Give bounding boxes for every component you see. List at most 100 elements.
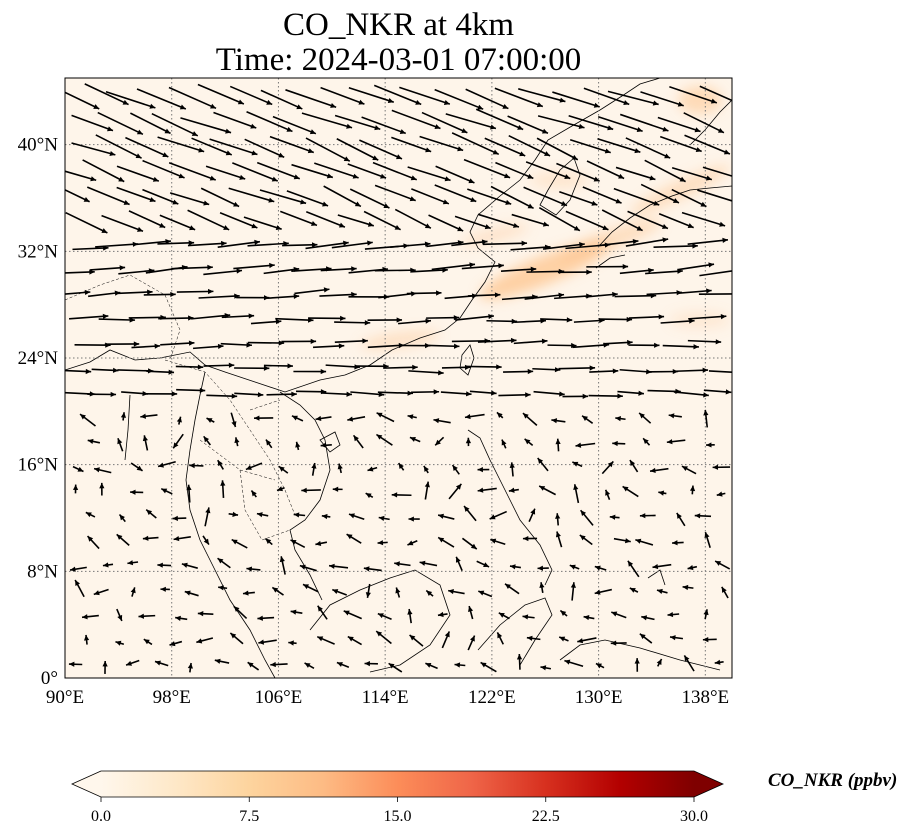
colorbar-tick-label: 0.0 — [91, 808, 111, 825]
wind-vector — [118, 513, 126, 523]
wind-vector — [683, 112, 725, 134]
wind-vector — [469, 390, 497, 396]
wind-vector — [445, 113, 497, 130]
wind-vector — [305, 137, 351, 162]
lon-tick-label: 106°E — [255, 687, 303, 708]
wind-vector — [276, 486, 285, 492]
wind-vector — [498, 612, 510, 620]
wind-vector — [160, 586, 170, 592]
wind-vector — [528, 508, 536, 523]
wind-vector — [625, 237, 669, 247]
wind-vector — [367, 317, 403, 323]
wind-vector — [130, 112, 171, 135]
wind-vector — [331, 240, 373, 249]
wind-vector — [187, 662, 193, 673]
map-title: CO_NKR at 4km — [283, 7, 514, 43]
wind-vector — [542, 242, 585, 250]
wind-vector — [490, 538, 506, 545]
wind-vector — [475, 108, 524, 131]
wind-vector — [95, 134, 142, 159]
wind-vector — [115, 640, 125, 646]
wind-vector — [601, 460, 614, 475]
wind-vector — [191, 137, 233, 156]
wind-vector — [619, 368, 652, 375]
wind-vector — [291, 163, 334, 179]
wind-vector — [406, 290, 442, 296]
wind-vector — [116, 165, 160, 182]
wind-vector — [524, 292, 565, 300]
wind-vector — [213, 111, 257, 129]
wind-vector — [256, 161, 301, 180]
wind-vector — [173, 536, 191, 542]
lat-tick-label: 40°N — [18, 135, 59, 156]
lon-tick-label: 98°E — [153, 687, 191, 708]
lat-tick-label: 0° — [41, 668, 58, 689]
wind-vector — [523, 186, 568, 207]
wind-vector — [703, 609, 709, 620]
wind-vector — [256, 512, 269, 518]
wind-vector — [323, 185, 362, 208]
wind-vector — [495, 161, 534, 180]
wind-vector — [437, 536, 455, 548]
wind-vector — [463, 158, 511, 179]
wind-vector — [610, 640, 627, 646]
wind-vector — [411, 389, 440, 395]
colorbar-label: CO_NKR (ppbv) — [768, 770, 898, 791]
wind-vector — [244, 138, 285, 158]
wind-vector — [522, 412, 538, 426]
wind-vector — [712, 464, 731, 470]
wind-vector — [319, 291, 357, 298]
wind-vector — [565, 210, 609, 231]
wind-vector — [603, 339, 633, 346]
colorbar-tick-label: 15.0 — [384, 808, 412, 825]
wind-vector — [293, 368, 327, 375]
wind-vector — [575, 442, 596, 448]
wind-vector — [378, 515, 390, 521]
wind-vector — [290, 609, 303, 615]
wind-vector — [198, 293, 240, 299]
wind-vector — [556, 162, 600, 182]
wind-vector — [142, 188, 179, 205]
wind-vector — [581, 415, 594, 424]
lon-tick-label: 122°E — [468, 687, 516, 708]
wind-vector — [435, 165, 475, 184]
wind-vector — [232, 162, 279, 182]
wind-vector — [250, 319, 282, 325]
wind-vector — [697, 189, 732, 202]
graticule — [65, 78, 732, 678]
wind-vector — [579, 509, 594, 526]
wind-vector — [142, 435, 149, 451]
wind-vector — [220, 342, 252, 348]
wind-vector — [203, 362, 235, 368]
wind-vector — [203, 435, 211, 446]
wind-vector — [290, 539, 306, 549]
wind-vector — [317, 605, 328, 620]
wind-vector — [533, 390, 565, 397]
wind-vector — [272, 115, 317, 135]
wind-vector — [242, 590, 255, 596]
wind-vector — [136, 88, 187, 110]
wind-vector — [264, 537, 273, 546]
wind-vector — [206, 393, 238, 399]
wind-vector — [189, 462, 204, 469]
wind-vector — [448, 483, 462, 500]
wind-vector — [662, 344, 699, 350]
wind-vector — [181, 562, 198, 569]
wind-vector — [263, 363, 293, 369]
wind-vector — [480, 661, 497, 673]
wind-vector — [597, 115, 643, 133]
wind-vector — [314, 162, 359, 179]
wind-vector — [426, 315, 460, 321]
wind-vector — [361, 116, 407, 135]
wind-vector — [205, 165, 246, 180]
wind-vector — [267, 293, 300, 300]
wind-vector — [573, 484, 580, 504]
wind-vector — [638, 412, 652, 424]
wind-vector — [234, 392, 264, 398]
wind-vector — [466, 364, 502, 370]
wind-vector — [349, 188, 390, 209]
wind-vector — [397, 462, 405, 471]
wind-vector — [72, 484, 79, 494]
map-time-subtitle: Time: 2024-03-01 07:00:00 — [215, 42, 582, 78]
wind-vector — [157, 562, 172, 568]
